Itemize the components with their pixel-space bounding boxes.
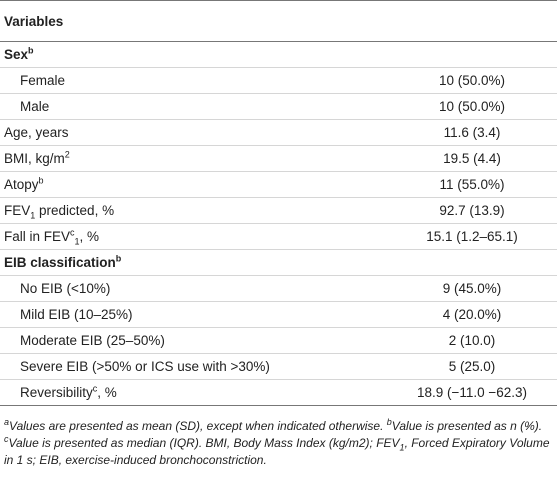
row-value: 10 (50.0%) bbox=[387, 93, 557, 120]
supscript: c bbox=[70, 227, 75, 238]
text-segment: Fall in FEV bbox=[4, 229, 71, 244]
row-label: Male bbox=[0, 93, 387, 120]
text-segment: Values are presented as mean (SD), excep… bbox=[9, 419, 387, 433]
table-row: Female 10 (50.0%) bbox=[0, 67, 557, 94]
row-value: 11 (55.0%) bbox=[387, 171, 557, 198]
subscript: 1 bbox=[30, 210, 36, 221]
value-text: 15.1 (1.2–65.1) bbox=[426, 229, 518, 244]
supscript: c bbox=[4, 434, 9, 444]
subscript: 1 bbox=[399, 442, 405, 453]
row-label: No EIB (<10%) bbox=[0, 275, 387, 302]
table-row: BMI, kg/m2 19.5 (4.4) bbox=[0, 145, 557, 172]
table-row: Age, years 11.6 (3.4) bbox=[0, 119, 557, 146]
text-segment: Moderate EIB (25–50%) bbox=[20, 333, 165, 348]
value-text: 4 (20.0%) bbox=[442, 307, 502, 322]
table-row: Reversibilityc, % 18.9 (−11.0 −62.3) bbox=[0, 379, 557, 406]
value-text: 2 (10.0) bbox=[448, 333, 496, 348]
row-label: Sexb bbox=[0, 41, 387, 68]
row-label: Mild EIB (10–25%) bbox=[0, 301, 387, 328]
row-label: Reversibilityc, % bbox=[0, 379, 387, 406]
row-value: 4 (20.0%) bbox=[387, 301, 557, 328]
row-value: 10 (50.0%) bbox=[387, 67, 557, 94]
text-segment: Value is presented as n (%). bbox=[391, 419, 543, 433]
row-value bbox=[387, 41, 557, 68]
text-segment: , % bbox=[97, 385, 117, 400]
value-text: 11 (55.0%) bbox=[439, 177, 505, 192]
header-cell: Variables bbox=[0, 0, 557, 42]
supscript: b bbox=[38, 175, 44, 186]
row-value: 19.5 (4.4) bbox=[387, 145, 557, 172]
text-segment: predicted, % bbox=[35, 203, 115, 218]
text-segment: Sex bbox=[4, 47, 29, 62]
text-segment: Value is presented as median (IQR). BMI,… bbox=[8, 436, 400, 450]
text-segment: Age, years bbox=[4, 125, 69, 140]
value-text: 10 (50.0%) bbox=[438, 73, 506, 88]
table-row: Moderate EIB (25–50%) 2 (10.0) bbox=[0, 327, 557, 354]
supscript: b bbox=[386, 417, 392, 427]
table-row: Severe EIB (>50% or ICS use with >30%) 5 … bbox=[0, 353, 557, 380]
value-text: 92.7 (13.9) bbox=[439, 203, 505, 218]
table-row: Mild EIB (10–25%) 4 (20.0%) bbox=[0, 301, 557, 328]
value-text: 5 (25.0) bbox=[448, 359, 496, 374]
row-value: 92.7 (13.9) bbox=[387, 197, 557, 224]
text-segment: BMI, kg/m bbox=[4, 151, 65, 166]
value-text: 11.6 (3.4) bbox=[443, 125, 501, 140]
supscript: 2 bbox=[64, 149, 70, 160]
row-value: 5 (25.0) bbox=[387, 353, 557, 380]
row-label: Age, years bbox=[0, 119, 387, 146]
table-row: Male 10 (50.0%) bbox=[0, 93, 557, 120]
table-row: EIB classificationb bbox=[0, 249, 557, 276]
row-label: EIB classificationb bbox=[0, 249, 387, 276]
row-label: Severe EIB (>50% or ICS use with >30%) bbox=[0, 353, 387, 380]
header-row: Variables bbox=[0, 0, 557, 42]
table-row: No EIB (<10%) 9 (45.0%) bbox=[0, 275, 557, 302]
row-value: 15.1 (1.2–65.1) bbox=[387, 223, 557, 250]
subscript: 1 bbox=[74, 236, 80, 247]
table: Variables Sexb Female 10 (50.0%) Male 10 (50… bbox=[0, 0, 557, 406]
footnote: aValues are presented as mean (SD), exce… bbox=[4, 418, 553, 469]
table-row: FEV1 predicted, % 92.7 (13.9) bbox=[0, 197, 557, 224]
supscript: b bbox=[115, 253, 122, 264]
text-segment: Male bbox=[20, 99, 50, 114]
text-segment: No EIB (<10%) bbox=[20, 281, 111, 296]
row-label: Moderate EIB (25–50%) bbox=[0, 327, 387, 354]
text-segment: Mild EIB (10–25%) bbox=[20, 307, 133, 322]
value-text: 10 (50.0%) bbox=[438, 99, 506, 114]
text-segment: FEV bbox=[4, 203, 31, 218]
value-text: 19.5 (4.4) bbox=[443, 151, 501, 166]
row-value bbox=[387, 249, 557, 276]
value-text: 18.9 (−11.0 −62.3) bbox=[416, 385, 528, 400]
supscript: c bbox=[92, 383, 98, 394]
row-label: Atopyb bbox=[0, 171, 387, 198]
row-value: 9 (45.0%) bbox=[387, 275, 557, 302]
table-row: Sexb bbox=[0, 41, 557, 68]
row-value: 2 (10.0) bbox=[387, 327, 557, 354]
text-segment: EIB classification bbox=[4, 255, 116, 270]
row-label: Fall in FEVc1, % bbox=[0, 223, 387, 250]
row-label: FEV1 predicted, % bbox=[0, 197, 387, 224]
text-segment: Female bbox=[20, 73, 66, 88]
row-label: BMI, kg/m2 bbox=[0, 145, 387, 172]
text-segment: Reversibility bbox=[20, 385, 93, 400]
value-text: 9 (45.0%) bbox=[442, 281, 502, 296]
table-row: Atopyb 11 (55.0%) bbox=[0, 171, 557, 198]
table-body: Sexb Female 10 (50.0%) Male 10 (50.0%) Age, y… bbox=[0, 41, 557, 406]
row-value: 11.6 (3.4) bbox=[387, 119, 557, 146]
text-segment: , % bbox=[79, 229, 100, 244]
text-segment: , Forced Expiratory Volume in 1 s; EIB, … bbox=[4, 436, 550, 467]
row-value: 18.9 (−11.0 −62.3) bbox=[387, 379, 557, 406]
text-segment: Atopy bbox=[4, 177, 39, 192]
supscript: b bbox=[28, 45, 34, 56]
text-segment: Severe EIB (>50% or ICS use with >30%) bbox=[20, 359, 270, 374]
table-row: Fall in FEVc1, % 15.1 (1.2–65.1) bbox=[0, 223, 557, 250]
supscript: a bbox=[4, 417, 10, 427]
row-label: Female bbox=[0, 67, 387, 94]
